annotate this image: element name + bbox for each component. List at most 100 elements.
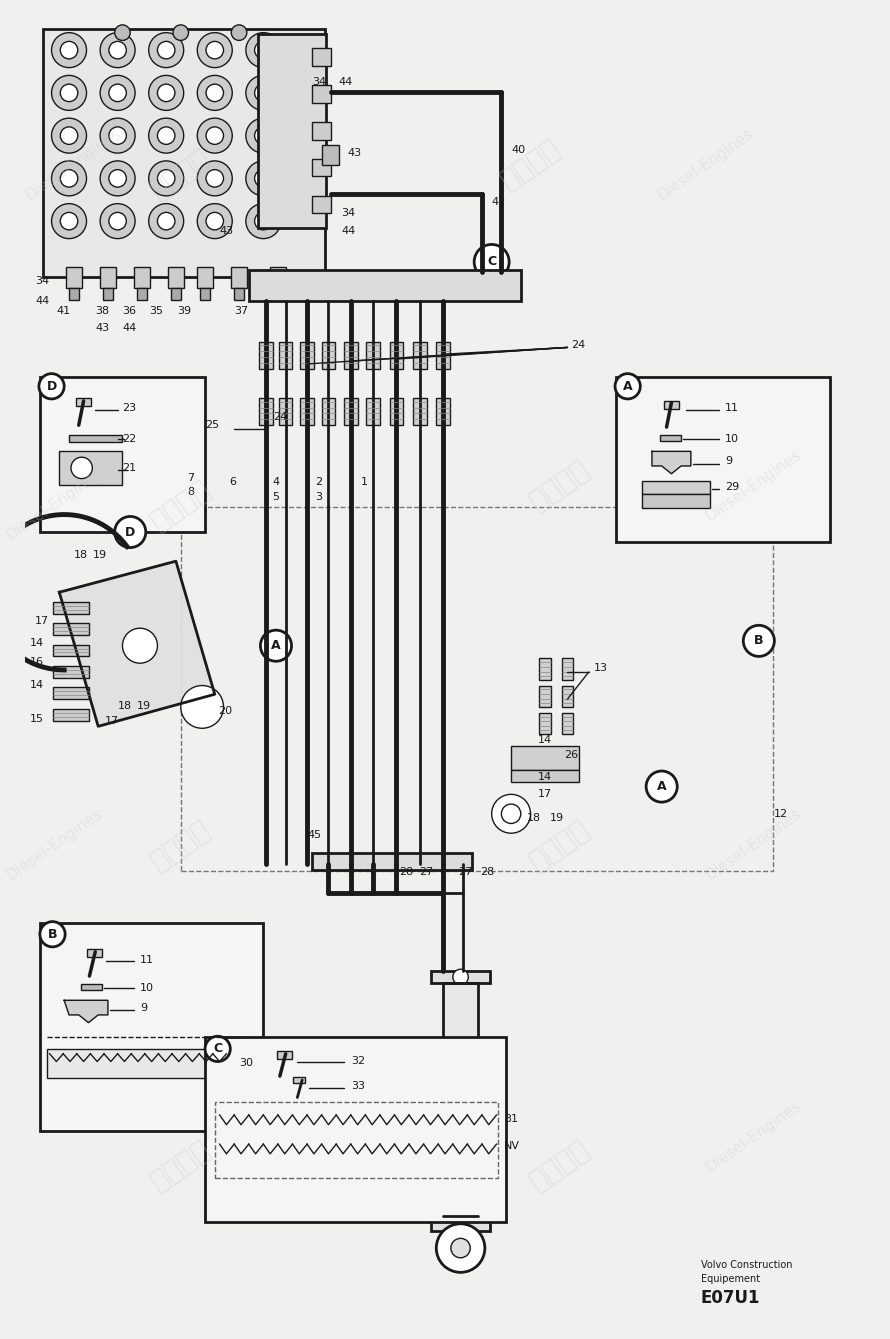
Text: 21: 21 xyxy=(123,463,136,473)
Text: 26: 26 xyxy=(564,750,578,761)
Bar xyxy=(53,644,89,656)
Bar xyxy=(40,376,205,532)
Text: 41: 41 xyxy=(56,305,70,316)
Bar xyxy=(198,266,213,288)
Text: 10: 10 xyxy=(140,983,154,992)
Text: 31: 31 xyxy=(505,1114,518,1123)
Bar xyxy=(436,398,449,426)
Text: Equipement: Equipement xyxy=(700,1275,760,1284)
Bar xyxy=(134,266,150,288)
Text: D: D xyxy=(46,380,57,392)
Text: 10: 10 xyxy=(724,434,739,443)
Text: 17: 17 xyxy=(35,616,49,627)
Text: 14: 14 xyxy=(30,680,44,690)
Circle shape xyxy=(52,75,86,110)
Bar xyxy=(312,853,473,870)
Circle shape xyxy=(255,127,272,145)
Text: 45: 45 xyxy=(307,830,321,840)
Circle shape xyxy=(40,921,65,947)
Text: 聚发动力: 聚发动力 xyxy=(145,474,216,536)
Text: 42: 42 xyxy=(491,197,506,206)
Bar xyxy=(171,288,181,300)
Circle shape xyxy=(52,118,86,153)
Text: 34: 34 xyxy=(312,78,326,87)
Bar xyxy=(616,376,829,542)
Text: 28: 28 xyxy=(480,868,494,877)
Circle shape xyxy=(453,969,468,984)
Bar xyxy=(511,746,579,770)
Circle shape xyxy=(158,127,175,145)
Bar xyxy=(69,288,78,300)
Circle shape xyxy=(100,161,135,195)
Bar xyxy=(344,341,358,368)
Bar xyxy=(321,146,339,165)
Circle shape xyxy=(743,625,774,656)
Text: 16: 16 xyxy=(30,657,44,667)
Circle shape xyxy=(181,686,223,728)
Bar xyxy=(260,341,273,368)
Bar xyxy=(390,341,403,368)
Bar xyxy=(312,195,331,213)
Bar xyxy=(205,1038,506,1221)
Text: 9: 9 xyxy=(724,457,732,466)
Text: 39: 39 xyxy=(177,305,191,316)
Text: 11: 11 xyxy=(724,403,739,412)
Text: 29: 29 xyxy=(724,482,739,493)
Bar xyxy=(271,266,286,288)
Text: 44: 44 xyxy=(123,323,137,333)
Circle shape xyxy=(206,213,223,230)
Text: Diesel-Engines: Diesel-Engines xyxy=(4,806,105,884)
Bar xyxy=(277,1051,293,1059)
Circle shape xyxy=(198,161,232,195)
Circle shape xyxy=(436,1224,485,1272)
Text: Diesel-Engines: Diesel-Engines xyxy=(4,466,105,544)
Circle shape xyxy=(109,84,126,102)
Text: A: A xyxy=(623,380,633,392)
Bar xyxy=(279,398,293,426)
Text: 17: 17 xyxy=(538,790,553,799)
Circle shape xyxy=(100,204,135,238)
Bar xyxy=(664,400,679,408)
Text: 24: 24 xyxy=(571,340,586,349)
Circle shape xyxy=(149,161,183,195)
Circle shape xyxy=(205,1036,231,1062)
Bar xyxy=(367,398,380,426)
Text: 17: 17 xyxy=(105,715,119,726)
Circle shape xyxy=(115,25,130,40)
Text: 6: 6 xyxy=(230,478,237,487)
Text: 34: 34 xyxy=(35,276,49,287)
Text: 13: 13 xyxy=(594,663,608,674)
Bar xyxy=(643,494,710,507)
Bar xyxy=(258,33,327,228)
Text: 38: 38 xyxy=(95,305,109,316)
Bar xyxy=(539,686,551,707)
Text: A: A xyxy=(657,781,667,793)
Text: 23: 23 xyxy=(123,403,136,412)
Circle shape xyxy=(109,127,126,145)
Bar xyxy=(643,481,710,494)
Text: 1: 1 xyxy=(360,478,368,487)
Polygon shape xyxy=(652,451,691,474)
Bar xyxy=(46,1048,233,1078)
Text: 20: 20 xyxy=(218,706,231,716)
Circle shape xyxy=(474,245,509,280)
Circle shape xyxy=(198,118,232,153)
Text: 35: 35 xyxy=(150,305,164,316)
Text: D: D xyxy=(125,525,135,538)
Bar xyxy=(43,28,325,276)
Bar xyxy=(539,659,551,680)
Circle shape xyxy=(158,170,175,187)
Circle shape xyxy=(646,771,677,802)
Bar xyxy=(234,288,244,300)
Text: Diesel-Engines: Diesel-Engines xyxy=(655,126,756,204)
Circle shape xyxy=(158,42,175,59)
Text: 44: 44 xyxy=(341,226,355,236)
Bar xyxy=(200,288,210,300)
Polygon shape xyxy=(60,561,214,726)
Circle shape xyxy=(149,118,183,153)
Circle shape xyxy=(100,32,135,67)
Bar xyxy=(443,983,478,1216)
Bar xyxy=(279,341,293,368)
Circle shape xyxy=(100,118,135,153)
Text: 聚发动力: 聚发动力 xyxy=(524,1135,595,1196)
